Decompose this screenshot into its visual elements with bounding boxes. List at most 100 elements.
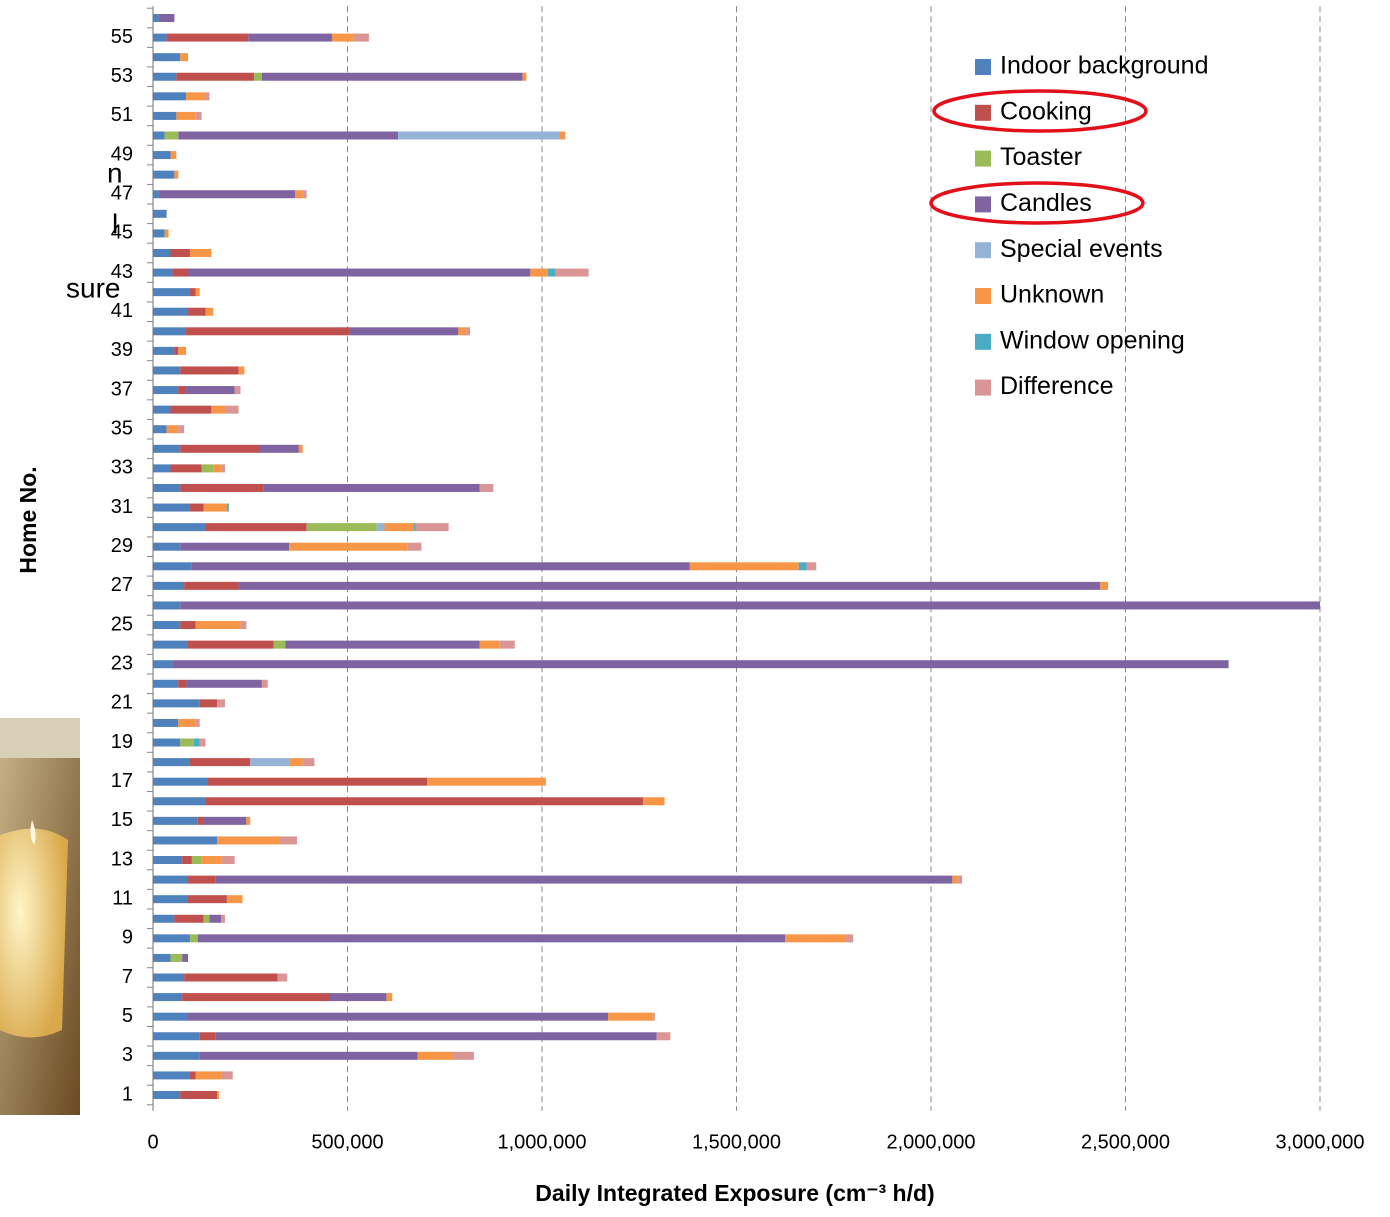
bar-segment [153, 719, 178, 727]
bar-segment [153, 1091, 180, 1099]
bar-segment [190, 288, 196, 296]
bar-segment [153, 73, 176, 81]
bar-segment [204, 817, 247, 825]
legend-swatch [975, 380, 991, 396]
bar-segment [172, 660, 1228, 668]
y-tick-label: 5 [122, 1005, 133, 1027]
bar-segment [153, 954, 171, 962]
bar-segment [178, 680, 186, 688]
bar-segment [178, 386, 186, 394]
bar-segment [227, 504, 229, 512]
x-tick-label: 1,500,000 [692, 1131, 781, 1153]
y-tick-label: 23 [111, 652, 133, 674]
bar-segment [207, 778, 427, 786]
bar-segment [295, 190, 303, 198]
bar-segment [196, 112, 202, 120]
bar-segment [153, 856, 182, 864]
bar-segment [184, 582, 238, 590]
bar-segment [180, 53, 188, 61]
bar-segment [427, 778, 546, 786]
bar-segment [188, 269, 530, 277]
chart: n l sure Daily Integrated Exposure (cm⁻³… [0, 0, 1390, 1217]
bar-segment [186, 386, 235, 394]
bar-segment [221, 856, 235, 864]
bar-segment [353, 34, 369, 42]
bar-segment [845, 934, 853, 942]
x-tick-label: 0 [147, 1131, 158, 1153]
bar-segment [190, 504, 204, 512]
bar-segment [165, 229, 169, 237]
legend-label: Toaster [1000, 143, 1082, 171]
bar-segment [198, 934, 785, 942]
bar-segment [159, 190, 295, 198]
bar-segment [227, 895, 243, 903]
bar-segment [182, 993, 330, 1001]
bar-segment [153, 171, 174, 179]
bar-segment [153, 680, 178, 688]
bar-segment [153, 504, 190, 512]
bar-segment [241, 621, 247, 629]
bar-segment [458, 327, 466, 335]
bar-segment [299, 445, 303, 453]
bar-segment [523, 73, 527, 81]
bar-segment [239, 582, 1101, 590]
bar-segment [153, 308, 188, 316]
legend-label: Indoor background [1000, 52, 1208, 80]
y-tick-label: 37 [111, 378, 133, 400]
bar-segment [250, 758, 289, 766]
bar-segment [153, 817, 198, 825]
bar-segment [153, 327, 186, 335]
bar-segment [153, 993, 182, 1001]
y-tick-label: 31 [111, 496, 133, 518]
bar-segment [480, 484, 494, 492]
bar-segment [174, 347, 178, 355]
bar-segment [807, 562, 817, 570]
bar-segment [332, 34, 353, 42]
bar-segment [225, 406, 239, 414]
bar-segment [153, 562, 192, 570]
bar-segment [153, 1071, 190, 1079]
legend-swatch [975, 151, 991, 167]
bar-segment [153, 543, 180, 551]
bar-segment [153, 895, 188, 903]
bar-segment [167, 34, 249, 42]
x-axis-title: Daily Integrated Exposure (cm⁻³ h/d) [535, 1180, 934, 1206]
bar-segment [180, 739, 194, 747]
bar-segment [153, 699, 200, 707]
bar-segment [176, 112, 195, 120]
legend-swatch [975, 196, 991, 212]
bar-segment [153, 582, 184, 590]
bar-segment [221, 464, 225, 472]
bar-segment [206, 92, 210, 100]
bar-segment [211, 406, 225, 414]
bar-segment [153, 190, 159, 198]
bar-segment [186, 92, 205, 100]
legend-swatch [975, 288, 991, 304]
bar-segment [499, 641, 515, 649]
bar-segment [174, 915, 203, 923]
bar-segment [952, 876, 958, 884]
bar-segment [182, 954, 188, 962]
bar-segment [206, 797, 644, 805]
bar-segment [349, 327, 458, 335]
bar-segment [254, 73, 262, 81]
bar-segment [416, 523, 449, 531]
y-tick-label: 55 [111, 26, 133, 48]
bar-segment [180, 601, 1320, 609]
y-tick-label: 15 [111, 809, 133, 831]
bar-segment [560, 131, 566, 139]
y-tick-label: 47 [111, 183, 133, 205]
y-tick-label: 49 [111, 143, 133, 165]
bar-segment [200, 1052, 418, 1060]
bar-segment [153, 288, 190, 296]
bar-segment [285, 641, 480, 649]
bar-segment [171, 151, 177, 159]
bar-segment [453, 1052, 474, 1060]
bar-segment [653, 1013, 655, 1021]
bar-segment [186, 680, 262, 688]
legend-swatch [975, 242, 991, 258]
bar-segment [530, 269, 548, 277]
bar-segment [153, 660, 172, 668]
bar-segment [221, 1071, 233, 1079]
bar-segment [153, 34, 167, 42]
